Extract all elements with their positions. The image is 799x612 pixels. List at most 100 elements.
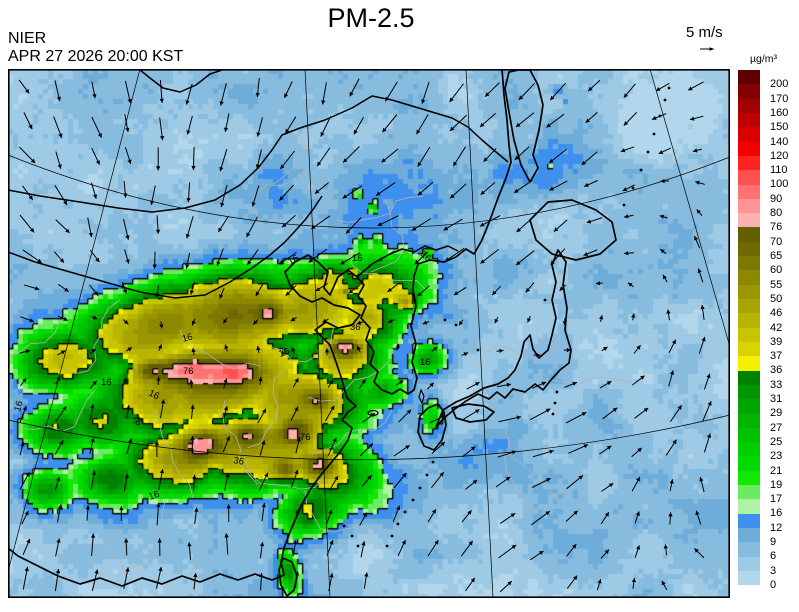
island-dot (443, 318, 447, 322)
legend-segment (738, 442, 760, 457)
legend-tick-label: 55 (770, 278, 783, 291)
legend-segment (738, 384, 760, 400)
legend-segment (738, 227, 760, 242)
contour-label: 16 (352, 253, 363, 264)
legend-tick-label: 31 (770, 393, 783, 406)
page-title: PM-2.5 (327, 3, 415, 33)
legend-tick-label: 80 (770, 207, 783, 220)
contour-label: 76 (183, 366, 194, 377)
legend-tick-label: 76 (770, 221, 783, 234)
contour-label: 16 (277, 346, 291, 360)
legend-segment (738, 413, 760, 428)
legend-tick-label: 6 (770, 550, 777, 563)
legend-segment (738, 556, 760, 571)
contour-label: 16 (12, 400, 25, 413)
legend-tick-label: 90 (770, 192, 783, 205)
legend-tick-label: 46 (770, 307, 783, 320)
unit-label: µg/m³ (750, 53, 778, 65)
legend-tick-label: 65 (770, 249, 783, 262)
island-dot (622, 203, 626, 207)
datetime-label: APR 27 2026 20:00 KST (8, 48, 184, 65)
legend-tick-label: 36 (770, 364, 783, 377)
legend-segment (738, 98, 760, 113)
graticule-meridian (465, 69, 494, 598)
legend-segment (738, 327, 760, 342)
wind-reference-arrow-icon (700, 47, 715, 51)
country-border (8, 95, 509, 213)
legend-tick-label: 110 (770, 164, 788, 177)
legend-segment (738, 198, 760, 214)
legend-tick-label: 50 (770, 292, 783, 305)
island-dot (553, 401, 557, 405)
legend-tick-label: 140 (770, 135, 789, 148)
legend-segment (738, 485, 760, 500)
island-dot (639, 168, 643, 172)
contour-label: 16 (420, 357, 431, 368)
island-dot (425, 473, 429, 477)
legend-segment (738, 570, 760, 586)
map-border (8, 69, 730, 598)
coastline-sakhalin (504, 69, 544, 183)
island-dot (390, 534, 394, 538)
legend-tick-label: 160 (770, 106, 789, 119)
wind-vector-heads (20, 86, 712, 586)
island-dot (411, 498, 415, 502)
legend-tick-label: 25 (770, 435, 783, 448)
contour-label: 36 (232, 455, 244, 468)
coastline-kyushu (417, 403, 447, 451)
legend-tick-label: 100 (770, 178, 789, 191)
legend-tick-label: 17 (770, 493, 783, 506)
legend-segment (738, 456, 760, 471)
graticule-meridian (649, 69, 730, 348)
legend-segment (738, 284, 760, 299)
island-dot (418, 486, 422, 490)
legend-segment (738, 155, 760, 171)
legend-tick-labels: 0 3 6 9 12 16 17 19 21 23 25 27 29 31 33 36 37 39 42 46 50 55… (766, 70, 798, 591)
legend-segment (738, 112, 760, 128)
island-dot (431, 460, 435, 464)
legend-segment (738, 256, 760, 271)
island-dot (396, 522, 400, 526)
coastline-hokkaido (529, 199, 617, 261)
legend-segment (738, 341, 760, 357)
coastline-taiwan (278, 557, 298, 597)
legend-segment (738, 270, 760, 285)
legend-tick-label: 37 (770, 350, 783, 363)
island-dot (631, 186, 635, 190)
legend-tick-label: 60 (770, 264, 783, 277)
legend-tick-label: 150 (770, 121, 789, 134)
contour-label: 16 (147, 489, 161, 503)
legend-segment (738, 184, 760, 199)
island-dot (403, 510, 407, 514)
island-dot (356, 544, 360, 548)
legend-segment (738, 241, 760, 257)
legend-tick-label: 19 (770, 478, 783, 491)
island-dot (350, 534, 354, 538)
legend-segment (738, 213, 760, 228)
legend-tick-label: 70 (770, 235, 783, 248)
island-dot (646, 150, 650, 154)
legend-segment (738, 299, 760, 314)
legend-segment (738, 427, 760, 443)
contour-label: 76 (300, 432, 311, 443)
legend-tick-label: 27 (770, 421, 783, 434)
graticule-parallel (8, 154, 730, 229)
coastline-tsushima (418, 388, 425, 405)
legend-tick-label: 23 (770, 450, 783, 463)
island-dot (342, 524, 346, 528)
contour-label: 16 (101, 377, 112, 388)
legend-tick-label: 3 (770, 564, 777, 577)
country-border (139, 69, 223, 93)
legend-tick-label: 16 (770, 507, 783, 520)
island-dot (667, 86, 671, 90)
legend-tick-label: 21 (770, 464, 783, 477)
legend-segment (738, 499, 760, 514)
country-border (356, 245, 459, 278)
legend-tick-label: 39 (770, 335, 783, 348)
island-dot (652, 132, 656, 136)
island-dot (663, 98, 667, 102)
legend-segment (738, 127, 760, 142)
legend-segment (738, 70, 760, 85)
